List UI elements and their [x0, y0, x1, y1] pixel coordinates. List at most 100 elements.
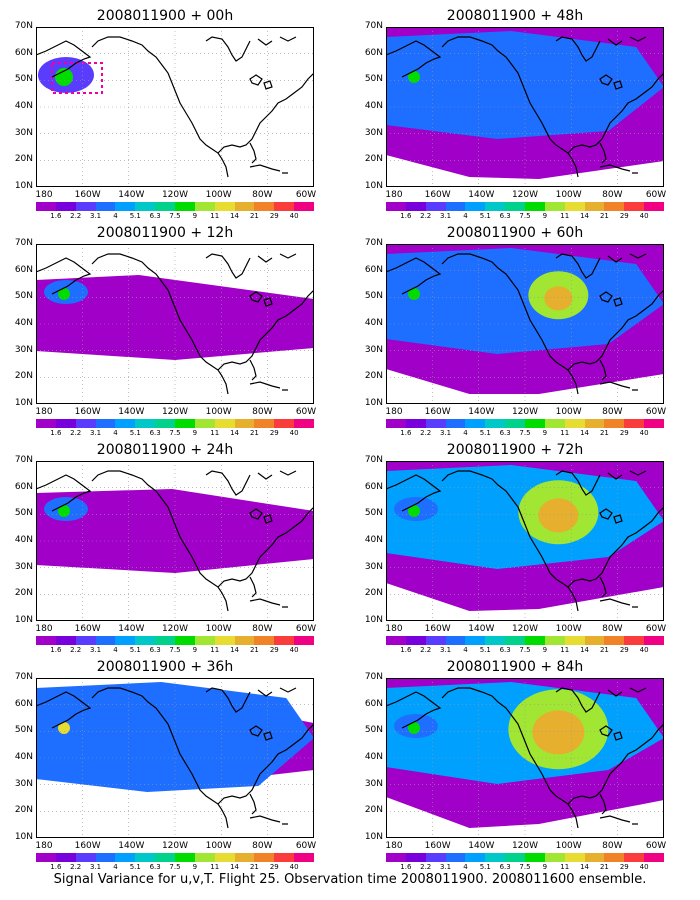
colorbar-swatch — [485, 853, 506, 862]
coastline — [599, 74, 623, 90]
coastline — [249, 508, 273, 524]
y-tick-label: 10N — [14, 832, 33, 842]
coastline — [599, 381, 638, 391]
coastline — [249, 576, 257, 598]
colorbar-swatch — [214, 636, 235, 645]
colorbar-swatch — [115, 636, 136, 645]
y-tick-label: 30N — [14, 778, 33, 789]
coastline — [217, 289, 314, 371]
colorbar-swatch — [564, 636, 585, 645]
colorbar-swatch — [294, 419, 315, 428]
y-tick-label: 50N — [364, 291, 383, 302]
colorbar-swatch — [544, 636, 565, 645]
colorbar-label: 1.6 — [400, 429, 412, 437]
coastline — [205, 687, 297, 713]
colorbar-swatch — [465, 202, 486, 211]
colorbar-label: 5.1 — [129, 429, 141, 437]
coastline — [386, 470, 579, 612]
y-tick-label: 40N — [364, 101, 383, 111]
x-tick-label: 80W — [252, 407, 273, 417]
colorbar-swatch — [274, 636, 295, 645]
colorbar-swatch — [274, 853, 295, 862]
x-tick-label: 120W — [161, 190, 189, 200]
colorbar-swatch — [624, 419, 645, 428]
colorbar-swatch — [386, 202, 406, 211]
coastline — [249, 74, 273, 90]
local-maximum-core — [58, 288, 70, 300]
coastline — [36, 36, 229, 178]
coastline — [599, 291, 623, 307]
colorbar-swatch — [115, 419, 136, 428]
colorbar-label: 21 — [249, 863, 259, 871]
colorbar-label: 5.1 — [479, 429, 491, 437]
colorbar-swatch — [254, 853, 275, 862]
colorbar — [36, 202, 315, 211]
colorbar-swatch — [445, 202, 466, 211]
x-tick-label: 80W — [602, 190, 623, 200]
colorbar-swatch — [194, 636, 215, 645]
colorbar-label: 9 — [192, 863, 198, 871]
map-panel: 2008011900 + 72h 70N 60N 50N 40N 30N 20N 10N 180… — [350, 439, 680, 654]
x-tick-label: 160W — [74, 190, 101, 200]
colorbar-label: 40 — [639, 429, 649, 437]
x-tick-label: 120W — [161, 407, 189, 417]
colorbar-swatch — [386, 636, 406, 645]
map-frame — [386, 27, 664, 187]
colorbar-swatch — [544, 419, 565, 428]
colorbar-label: 11 — [560, 863, 570, 871]
y-tick-label: 60N — [364, 47, 383, 58]
variance-map — [36, 244, 314, 404]
x-tick-label: 180 — [35, 624, 53, 634]
colorbar-label: 29 — [619, 429, 629, 437]
y-tick-label: 40N — [364, 752, 383, 762]
colorbar-label: 40 — [289, 646, 299, 654]
y-tick-label: 60N — [14, 698, 33, 709]
colorbar-swatch — [36, 636, 56, 645]
panel-title: 2008011900 + 00h — [96, 8, 234, 24]
map-frame — [386, 244, 664, 404]
x-tick-label: 80W — [602, 841, 623, 851]
map-frame — [36, 244, 314, 404]
colorbar-label: 14 — [580, 212, 590, 220]
colorbar-swatch — [234, 636, 255, 645]
colorbar-swatch — [274, 419, 295, 428]
colorbar-swatch — [445, 419, 466, 428]
colorbar-swatch — [214, 202, 235, 211]
colorbar-label: 5.1 — [479, 212, 491, 220]
colorbar-label: 14 — [230, 429, 240, 437]
coastline — [249, 598, 288, 608]
x-tick-label: 140W — [468, 407, 495, 417]
colorbar-swatch — [604, 853, 625, 862]
variance-field-low — [36, 275, 314, 360]
colorbar-label: 14 — [580, 429, 590, 437]
colorbar-swatch — [254, 636, 275, 645]
x-tick-label: 180 — [35, 841, 53, 851]
y-tick-label: 10N — [364, 181, 383, 191]
colorbar-label: 7.5 — [169, 212, 181, 220]
x-tick-label: 100W — [205, 190, 232, 200]
x-tick-label: 80W — [252, 190, 273, 200]
y-tick-label: 20N — [364, 588, 383, 599]
y-tick-label: 50N — [364, 74, 383, 85]
colorbar-label: 40 — [289, 863, 299, 871]
x-tick-label: 60W — [645, 407, 667, 417]
coastline — [567, 72, 664, 154]
colorbar-swatch — [485, 419, 506, 428]
local-maximum-core — [408, 722, 420, 734]
colorbar-swatch — [135, 636, 156, 645]
x-tick-label: 60W — [645, 841, 667, 851]
colorbar-swatch — [425, 419, 446, 428]
coastline — [217, 723, 314, 805]
colorbar-swatch — [525, 853, 545, 862]
x-tick-label: 100W — [555, 190, 582, 200]
x-tick-label: 100W — [205, 841, 232, 851]
coastline — [555, 36, 647, 62]
colorbar-label: 1.6 — [400, 863, 412, 871]
colorbar-label: 5.1 — [129, 863, 141, 871]
colorbar-label: 4 — [113, 212, 118, 220]
y-tick-label: 30N — [364, 344, 383, 355]
colorbar-swatch — [95, 636, 116, 645]
variance-peak — [532, 710, 585, 755]
colorbar-swatch — [36, 419, 56, 428]
colorbar-swatch — [624, 202, 645, 211]
